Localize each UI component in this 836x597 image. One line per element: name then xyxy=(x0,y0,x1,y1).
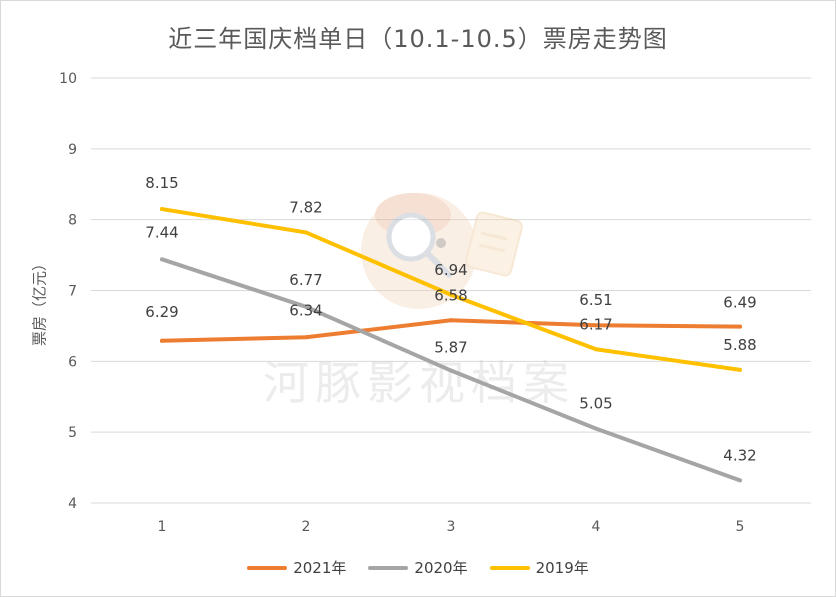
data-point xyxy=(594,323,598,328)
data-label: 5.88 xyxy=(723,336,756,354)
y-tick-label: 7 xyxy=(68,284,77,300)
data-label: 6.77 xyxy=(289,271,322,289)
data-label: 6.51 xyxy=(579,291,612,309)
data-label: 6.29 xyxy=(145,303,178,321)
legend-item: 2019年 xyxy=(489,557,589,578)
data-point xyxy=(594,347,598,352)
data-point xyxy=(160,257,164,262)
y-tick-labels: 4 5 6 7 8 9 10 xyxy=(59,71,77,512)
data-label: 6.34 xyxy=(289,301,322,319)
y-tick-label: 5 xyxy=(68,425,77,441)
x-tick-labels: 1 2 3 4 5 xyxy=(158,519,745,535)
y-tick-label: 9 xyxy=(68,142,77,158)
legend: 2021年 2020年 2019年 xyxy=(1,557,835,578)
watermark-mascot-icon xyxy=(361,193,523,309)
data-point xyxy=(738,324,742,329)
watermark-text: 河豚影视档案 xyxy=(263,356,575,410)
y-tick-label: 8 xyxy=(68,213,77,229)
data-label: 6.17 xyxy=(579,315,612,333)
data-point xyxy=(738,478,742,483)
data-point xyxy=(304,304,308,309)
data-point xyxy=(449,292,453,297)
data-label: 5.87 xyxy=(434,339,467,357)
y-tick-label: 10 xyxy=(59,71,77,87)
legend-label: 2021年 xyxy=(293,559,347,577)
data-labels: 6.29 6.34 6.58 6.51 6.49 7.44 6.77 5.87 5.05 4.32… xyxy=(145,174,756,464)
data-label: 5.05 xyxy=(579,395,612,413)
x-tick-label: 4 xyxy=(592,519,601,535)
data-point xyxy=(304,335,308,340)
legend-label: 2019年 xyxy=(535,559,589,577)
series-lines xyxy=(160,207,742,483)
x-tick-label: 3 xyxy=(447,519,456,535)
watermark: 河豚影视档案 xyxy=(263,193,575,410)
y-tick-label: 4 xyxy=(68,496,77,512)
data-point xyxy=(449,368,453,373)
grid-lines xyxy=(91,77,811,504)
legend-swatch xyxy=(489,565,530,570)
legend-label: 2020年 xyxy=(414,559,468,577)
data-point xyxy=(449,318,453,323)
data-label: 7.44 xyxy=(145,223,178,241)
data-point xyxy=(160,207,164,212)
y-tick-label: 6 xyxy=(68,354,77,370)
data-point xyxy=(738,367,742,372)
data-point xyxy=(160,338,164,343)
legend-swatch xyxy=(368,565,409,570)
data-label: 7.82 xyxy=(289,198,322,216)
data-label: 6.94 xyxy=(434,261,467,279)
data-label: 6.58 xyxy=(434,286,467,304)
x-tick-label: 1 xyxy=(158,519,167,535)
legend-item: 2020年 xyxy=(368,557,468,578)
legend-swatch xyxy=(247,565,288,570)
data-label: 6.49 xyxy=(723,294,756,312)
data-point xyxy=(304,230,308,235)
data-point xyxy=(594,426,598,431)
data-label: 8.15 xyxy=(145,174,178,192)
x-tick-label: 5 xyxy=(736,519,745,535)
legend-item: 2021年 xyxy=(247,557,346,578)
chart-title: 近三年国庆档单日（10.1-10.5）票房走势图 xyxy=(168,25,668,53)
data-label: 4.32 xyxy=(723,446,756,464)
x-tick-label: 2 xyxy=(302,519,311,535)
